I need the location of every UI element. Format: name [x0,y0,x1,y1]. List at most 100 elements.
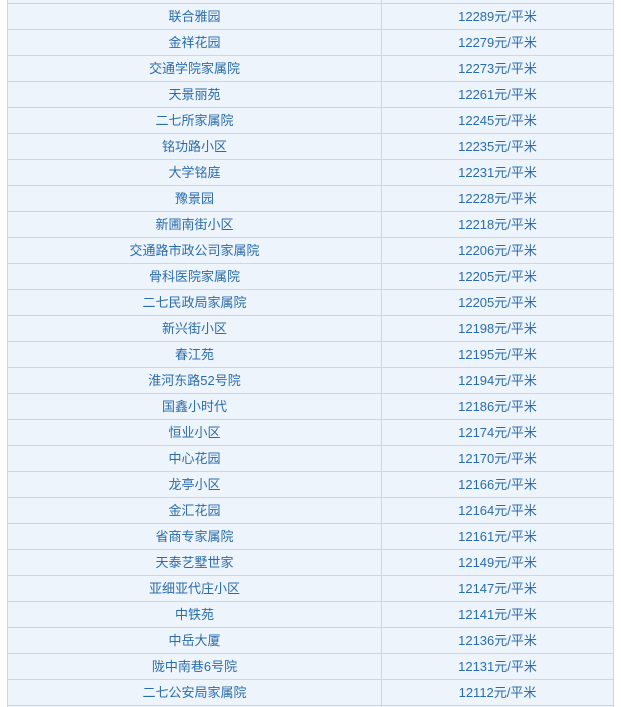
price-cell: 12198元/平米 [382,316,613,341]
price-text: 12147元/平米 [458,581,537,596]
community-name-cell: 中铁苑 [8,602,382,627]
community-name-cell: 豫景园 [8,186,382,211]
community-name-link[interactable]: 中铁苑 [174,607,214,622]
price-text: 12170元/平米 [458,451,537,466]
community-name-link[interactable]: 二七公安局家属院 [142,685,247,700]
community-name-link[interactable]: 新兴街小区 [161,321,227,336]
community-name-link[interactable]: 中心花园 [168,451,221,466]
table-row: 恒业小区 12174元/平米 [8,420,613,446]
table-row: 天景丽苑 12261元/平米 [8,82,613,108]
table-row: 省商专家属院 12161元/平米 [8,524,613,550]
table-row: 亚细亚代庄小区 12147元/平米 [8,576,613,602]
table-row: 二七公安局家属院 12112元/平米 [8,680,613,706]
community-name-cell: 交通学院家属院 [8,56,382,81]
price-cell: 12194元/平米 [382,368,613,393]
table-row: 淮河东路52号院 12194元/平米 [8,368,613,394]
price-cell: 12205元/平米 [382,290,613,315]
price-text: 12218元/平米 [458,217,537,232]
table-row: 交通学院家属院 12273元/平米 [8,56,613,82]
community-name-cell: 天泰艺墅世家 [8,550,382,575]
price-text: 12161元/平米 [458,529,537,544]
price-text: 12194元/平米 [458,373,537,388]
community-name-cell: 二七民政局家属院 [8,290,382,315]
price-cell: 12186元/平米 [382,394,613,419]
table-row: 豫景园 12228元/平米 [8,186,613,212]
community-name-link[interactable]: 新圃南街小区 [155,217,234,232]
price-cell: 12205元/平米 [382,264,613,289]
community-name-link[interactable]: 龙亭小区 [168,477,221,492]
table-row: 二七民政局家属院 12205元/平米 [8,290,613,316]
community-name-link[interactable]: 大学铭庭 [168,165,221,180]
price-cell: 12141元/平米 [382,602,613,627]
price-cell [382,0,613,3]
price-cell: 12228元/平米 [382,186,613,211]
community-name-link[interactable]: 骨科医院家属院 [148,269,240,284]
community-name-link[interactable]: 金汇花园 [168,503,221,518]
community-name-link[interactable]: 春江苑 [174,347,214,362]
price-cell: 12235元/平米 [382,134,613,159]
community-name-cell: 陇中南巷6号院 [8,654,382,679]
community-name-link[interactable]: 联合雅园 [168,9,221,24]
community-name-cell: 天景丽苑 [8,82,382,107]
price-text: 12205元/平米 [458,269,537,284]
price-text: 12166元/平米 [458,477,537,492]
table-row: 中铁苑 12141元/平米 [8,602,613,628]
table-row: 天泰艺墅世家 12149元/平米 [8,550,613,576]
partial-row-top [8,0,613,4]
table-body: 联合雅园 12289元/平米金祥花园 12279元/平米交通学院家属院 12273元/… [8,4,613,706]
community-name-link[interactable]: 淮河东路52号院 [148,373,241,388]
table-row: 国鑫小时代 12186元/平米 [8,394,613,420]
community-name-link[interactable]: 铭功路小区 [161,139,227,154]
price-text: 12112元/平米 [458,685,537,700]
price-text: 12206元/平米 [458,243,537,258]
price-cell: 12273元/平米 [382,56,613,81]
price-cell: 12164元/平米 [382,498,613,523]
community-name-link[interactable]: 天景丽苑 [168,87,221,102]
community-name-cell: 龙亭小区 [8,472,382,497]
price-cell: 12161元/平米 [382,524,613,549]
price-cell: 12206元/平米 [382,238,613,263]
community-price-table: 联合雅园 12289元/平米金祥花园 12279元/平米交通学院家属院 12273元/… [7,0,614,707]
price-text: 12186元/平米 [458,399,537,414]
price-cell: 12170元/平米 [382,446,613,471]
price-text: 12289元/平米 [458,9,537,24]
table-row: 骨科医院家属院 12205元/平米 [8,264,613,290]
community-name-link[interactable]: 国鑫小时代 [161,399,227,414]
community-name-cell: 恒业小区 [8,420,382,445]
community-name-link[interactable]: 金祥花园 [168,35,221,50]
community-name-cell: 二七所家属院 [8,108,382,133]
community-name-link[interactable]: 交通路市政公司家属院 [129,243,260,258]
community-name-link[interactable]: 二七民政局家属院 [142,295,247,310]
community-name-link[interactable]: 豫景园 [174,191,214,206]
price-text: 12141元/平米 [458,607,537,622]
table-row: 联合雅园 12289元/平米 [8,4,613,30]
community-name-link[interactable]: 亚细亚代庄小区 [148,581,240,596]
community-name-cell: 金汇花园 [8,498,382,523]
community-name-link[interactable]: 省商专家属院 [155,529,234,544]
community-name-cell: 新圃南街小区 [8,212,382,237]
price-cell: 12289元/平米 [382,4,613,29]
community-name-cell: 国鑫小时代 [8,394,382,419]
price-text: 12164元/平米 [458,503,537,518]
community-name-cell: 金祥花园 [8,30,382,55]
price-text: 12149元/平米 [458,555,537,570]
table-row: 铭功路小区 12235元/平米 [8,134,613,160]
price-cell: 12231元/平米 [382,160,613,185]
table-row: 金祥花园 12279元/平米 [8,30,613,56]
community-name-link[interactable]: 二七所家属院 [155,113,234,128]
price-text: 12195元/平米 [458,347,537,362]
price-text: 12273元/平米 [458,61,537,76]
table-row: 新圃南街小区 12218元/平米 [8,212,613,238]
price-text: 12245元/平米 [458,113,537,128]
community-name-link[interactable]: 交通学院家属院 [148,61,240,76]
community-name-link[interactable]: 中岳大厦 [168,633,221,648]
price-cell: 12166元/平米 [382,472,613,497]
price-text: 12235元/平米 [458,139,537,154]
community-name-link[interactable]: 陇中南巷6号院 [151,659,238,674]
community-name-link[interactable]: 恒业小区 [168,425,221,440]
community-name-cell: 中岳大厦 [8,628,382,653]
table-row: 二七所家属院 12245元/平米 [8,108,613,134]
community-name-cell: 省商专家属院 [8,524,382,549]
community-name-link[interactable]: 天泰艺墅世家 [155,555,234,570]
